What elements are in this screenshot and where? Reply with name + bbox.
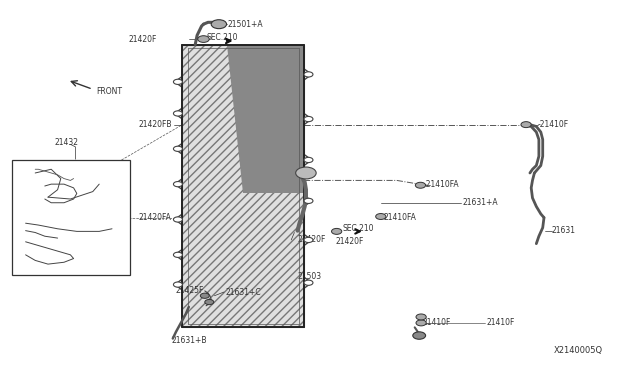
Text: 21410FB: 21410FB: [14, 230, 45, 235]
Text: 21420FB: 21420FB: [138, 120, 172, 129]
Text: 21410AA: 21410AA: [26, 257, 58, 263]
Text: 21420F: 21420F: [336, 237, 364, 246]
Circle shape: [304, 116, 313, 122]
Circle shape: [173, 252, 182, 257]
Circle shape: [200, 293, 209, 298]
Text: 21631+A: 21631+A: [463, 198, 499, 207]
Text: -21410FA: -21410FA: [424, 180, 460, 189]
Text: 21420F: 21420F: [298, 235, 326, 244]
Text: 21410F: 21410F: [422, 318, 451, 327]
Circle shape: [173, 111, 182, 116]
Circle shape: [198, 36, 209, 42]
Circle shape: [173, 79, 182, 84]
Text: 21503: 21503: [298, 272, 322, 280]
Polygon shape: [227, 45, 304, 193]
Text: SEC.210: SEC.210: [206, 33, 237, 42]
Text: 21420FA: 21420FA: [139, 213, 172, 222]
Circle shape: [205, 299, 214, 305]
Text: -21410F: -21410F: [538, 120, 569, 129]
Polygon shape: [182, 45, 304, 327]
Text: X2140005Q: X2140005Q: [554, 346, 603, 355]
Circle shape: [173, 146, 182, 151]
Text: 21631+C: 21631+C: [225, 288, 261, 296]
Text: 21501: 21501: [18, 194, 40, 200]
Circle shape: [416, 314, 426, 320]
Text: 21425F: 21425F: [175, 286, 204, 295]
Circle shape: [304, 72, 313, 77]
Bar: [12, 160, 130, 275]
Text: FRONT: FRONT: [96, 87, 122, 96]
Circle shape: [304, 237, 313, 243]
Circle shape: [415, 182, 426, 188]
Text: 21631+B: 21631+B: [172, 336, 207, 345]
Text: 21420G: 21420G: [15, 166, 43, 172]
Circle shape: [332, 228, 342, 234]
Text: 21420F: 21420F: [129, 35, 157, 44]
Text: SEC.210: SEC.210: [342, 224, 374, 233]
Circle shape: [416, 320, 426, 326]
Circle shape: [304, 157, 313, 163]
Circle shape: [376, 214, 386, 219]
Circle shape: [413, 332, 426, 339]
Text: 21432: 21432: [54, 138, 79, 147]
Circle shape: [304, 198, 313, 203]
Circle shape: [173, 182, 182, 187]
Circle shape: [173, 217, 182, 222]
Text: 21410FA: 21410FA: [384, 213, 417, 222]
Circle shape: [521, 122, 531, 128]
Circle shape: [211, 20, 227, 29]
Text: 21410F: 21410F: [486, 318, 515, 327]
Circle shape: [296, 167, 316, 179]
Circle shape: [304, 280, 313, 285]
Text: 21501+A: 21501+A: [227, 20, 263, 29]
Circle shape: [173, 282, 182, 287]
Text: 21631: 21631: [552, 226, 576, 235]
